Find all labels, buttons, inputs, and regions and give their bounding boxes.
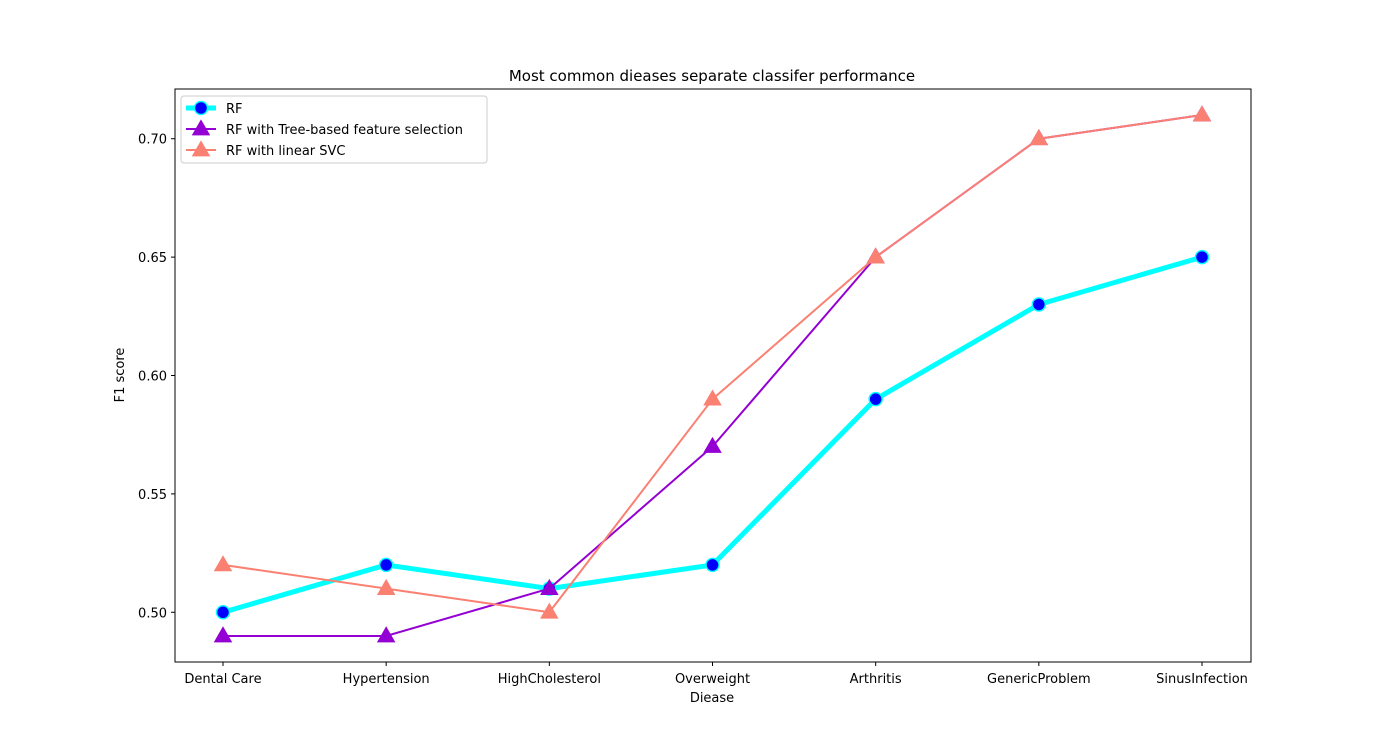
y-tick-label: 0.65	[138, 251, 167, 266]
y-tick-label: 0.55	[138, 488, 167, 503]
y-tick-label: 0.60	[138, 370, 167, 385]
data-point	[1194, 249, 1210, 265]
series-rf-with-linear-svc	[213, 105, 1212, 619]
data-point	[540, 602, 559, 619]
plot-area	[213, 105, 1212, 643]
legend-swatch-marker	[191, 140, 211, 157]
y-axis: 0.50 0.55 0.60 0.65 0.70	[138, 133, 175, 621]
x-tick-label: Dental Care	[184, 672, 261, 687]
data-point	[540, 578, 559, 595]
legend-box	[180, 95, 488, 164]
data-point	[213, 626, 233, 643]
legend-item-rf-with-linear-svc: RF with linear SVC	[186, 140, 345, 159]
legend-swatch-marker	[193, 100, 209, 116]
legend-label: RF	[226, 102, 243, 117]
legend-label: RF with Tree-based feature selection	[226, 123, 463, 138]
data-point	[215, 605, 231, 620]
x-tick-label: GenericProblem	[987, 672, 1091, 687]
data-point	[703, 389, 722, 406]
legend-label: RF with linear SVC	[226, 144, 345, 159]
legend: RF RF with Tree-based feature selection RF…	[180, 95, 488, 164]
legend-item-rf-with-tree-based-feature-selection: RF with Tree-based feature selection	[186, 119, 463, 138]
x-tick-label: SinusInfection	[1156, 672, 1248, 687]
y-tick-label: 0.70	[138, 133, 167, 148]
data-point	[1031, 297, 1047, 312]
x-tick-label: Arthritis	[850, 672, 902, 687]
x-axis-label: Diease	[690, 691, 734, 706]
data-point	[1029, 129, 1049, 146]
data-point	[866, 247, 885, 264]
legend-item-rf: RF	[186, 100, 243, 117]
data-point	[1192, 105, 1212, 122]
x-axis: Dental Care Hypertension HighCholesterol Ov…	[184, 662, 1248, 687]
x-tick-label: HighCholesterol	[498, 672, 601, 687]
data-point	[378, 557, 394, 573]
chart-title: Most common dieases separate classifer p…	[509, 67, 915, 85]
y-tick-label: 0.50	[138, 606, 167, 621]
data-point	[213, 555, 233, 572]
data-point	[376, 578, 396, 595]
data-point	[868, 391, 883, 407]
x-tick-label: Hypertension	[343, 672, 430, 687]
data-point	[376, 626, 396, 643]
data-point	[703, 436, 722, 453]
data-point	[705, 557, 720, 573]
legend-swatch-marker	[191, 119, 211, 136]
y-axis-label: F1 score	[113, 348, 128, 403]
x-tick-label: Overweight	[675, 672, 750, 687]
